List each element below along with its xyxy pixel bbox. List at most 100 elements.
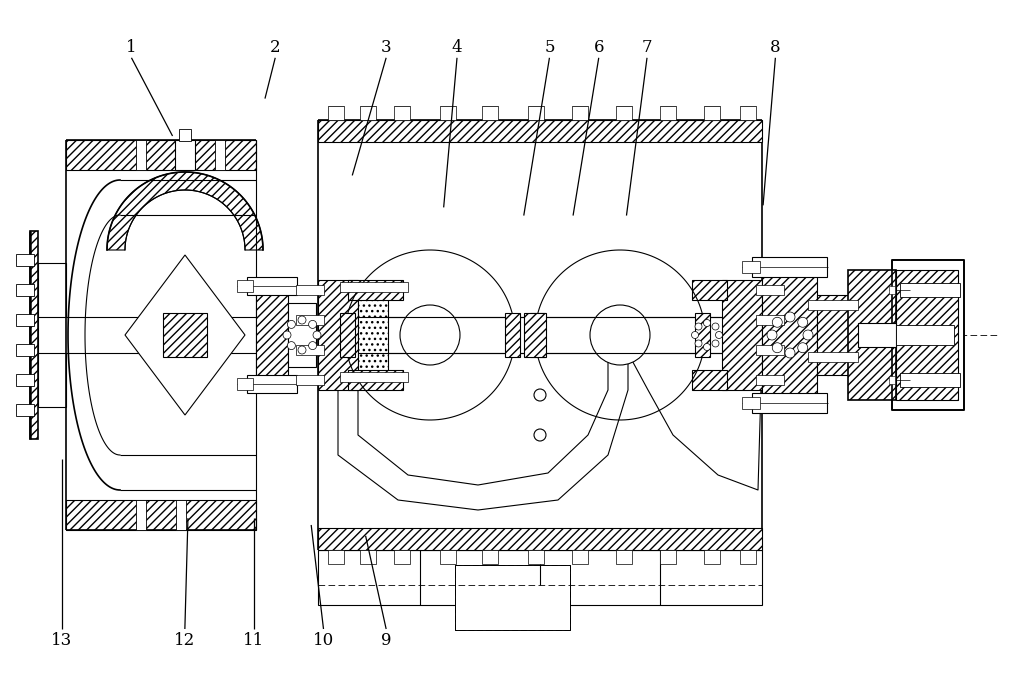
Bar	[318, 528, 762, 550]
Bar	[740, 106, 756, 120]
Bar	[296, 315, 324, 325]
Bar	[348, 280, 403, 300]
Bar	[756, 315, 784, 325]
Bar	[616, 550, 632, 564]
Bar	[163, 313, 207, 357]
Bar	[808, 352, 858, 362]
Bar	[756, 285, 784, 295]
Circle shape	[772, 318, 783, 327]
Bar	[528, 106, 544, 120]
Bar	[394, 106, 410, 120]
Text: 8: 8	[770, 39, 781, 56]
Bar	[136, 500, 146, 530]
Bar	[703, 106, 720, 120]
Text: 11: 11	[243, 632, 264, 649]
Bar	[16, 344, 34, 356]
Bar	[318, 550, 762, 605]
Circle shape	[283, 331, 291, 339]
Bar	[889, 376, 895, 384]
Text: 6: 6	[594, 39, 604, 56]
Bar	[176, 500, 186, 530]
Bar	[892, 260, 964, 410]
Text: 7: 7	[642, 39, 652, 56]
Circle shape	[288, 341, 296, 350]
Circle shape	[798, 318, 807, 327]
Circle shape	[712, 340, 719, 347]
Circle shape	[695, 340, 702, 347]
Bar	[703, 550, 720, 564]
Bar	[722, 280, 762, 390]
Circle shape	[288, 320, 296, 328]
Circle shape	[695, 323, 702, 330]
Bar	[762, 273, 817, 397]
Bar	[256, 285, 288, 385]
Bar	[348, 370, 403, 390]
Text: 3: 3	[381, 39, 391, 56]
Bar	[16, 254, 34, 266]
Bar	[30, 231, 38, 439]
Bar	[756, 375, 784, 385]
Bar	[179, 129, 191, 141]
Bar	[900, 373, 960, 387]
Circle shape	[313, 331, 321, 339]
Text: 5: 5	[544, 39, 555, 56]
Text: 10: 10	[313, 632, 334, 649]
Text: 12: 12	[175, 632, 195, 649]
Bar	[572, 106, 588, 120]
Bar	[296, 375, 324, 385]
Bar	[482, 106, 498, 120]
Bar	[524, 313, 546, 357]
Bar	[215, 140, 225, 170]
Bar	[38, 317, 318, 353]
Bar	[176, 140, 186, 170]
Bar	[505, 313, 520, 357]
Circle shape	[400, 305, 460, 365]
Polygon shape	[125, 255, 245, 415]
Bar	[889, 286, 895, 294]
Circle shape	[298, 316, 306, 324]
Circle shape	[716, 332, 723, 339]
Bar	[340, 372, 408, 382]
Bar	[440, 550, 456, 564]
Bar	[896, 325, 954, 345]
Bar	[741, 261, 760, 273]
Bar	[248, 277, 297, 295]
Bar	[288, 303, 316, 367]
Bar	[440, 106, 456, 120]
Circle shape	[534, 429, 546, 441]
Circle shape	[691, 332, 698, 339]
Text: 13: 13	[51, 632, 72, 649]
Bar	[695, 313, 710, 357]
Circle shape	[712, 323, 719, 330]
Bar	[237, 280, 253, 292]
Circle shape	[298, 346, 306, 354]
Bar	[660, 106, 676, 120]
Bar	[175, 140, 195, 170]
Bar	[394, 550, 410, 564]
Bar	[616, 106, 632, 120]
Text: 1: 1	[126, 39, 137, 56]
Circle shape	[803, 330, 813, 340]
Circle shape	[798, 343, 807, 353]
Bar	[848, 270, 896, 400]
Bar	[692, 280, 727, 300]
Bar	[752, 393, 827, 413]
Circle shape	[767, 330, 777, 340]
Bar	[528, 550, 544, 564]
Circle shape	[308, 320, 316, 328]
Bar	[741, 397, 760, 409]
Bar	[296, 345, 324, 355]
Bar	[318, 120, 762, 142]
Text: 9: 9	[381, 632, 391, 649]
Bar	[808, 300, 858, 310]
Bar	[66, 140, 256, 170]
Bar	[762, 317, 882, 353]
Bar	[136, 140, 146, 170]
Bar	[900, 283, 960, 297]
Bar	[660, 550, 676, 564]
Text: 4: 4	[452, 39, 462, 56]
Bar	[740, 550, 756, 564]
Bar	[752, 257, 827, 277]
Bar	[328, 106, 344, 120]
Bar	[66, 500, 256, 530]
